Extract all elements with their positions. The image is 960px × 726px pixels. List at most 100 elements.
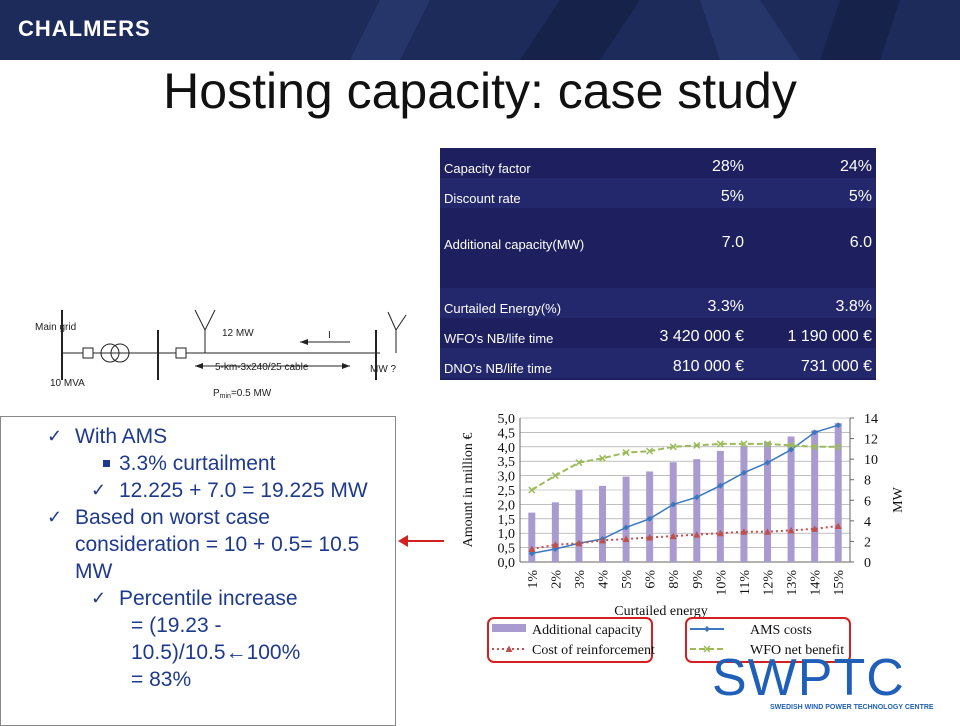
x-tick-label: 3% bbox=[573, 570, 588, 589]
line-marker bbox=[717, 482, 724, 489]
x-axis-label: Curtailed energy bbox=[614, 604, 707, 619]
y2-tick-label: 12 bbox=[864, 433, 878, 448]
network-diagram: Main grid 10 MVA 12 MW I 5-km-3x240/25 c… bbox=[35, 309, 407, 400]
pmin-p: P bbox=[213, 388, 220, 399]
table-cell: Curtailed Energy(%) bbox=[444, 301, 562, 316]
table-cell: 3 420 000 € bbox=[659, 328, 744, 345]
table-cell: 6.0 bbox=[849, 234, 872, 251]
line-marker bbox=[787, 441, 795, 449]
x-tick-label: 12% bbox=[762, 570, 777, 596]
bullet: 3.3% curtailment bbox=[11, 450, 395, 477]
x-tick-label: 15% bbox=[832, 570, 847, 596]
line-marker bbox=[693, 441, 701, 449]
y-tick-label: 1,0 bbox=[498, 527, 516, 542]
y-tick-label: 2,0 bbox=[498, 498, 516, 513]
line-marker bbox=[716, 440, 724, 448]
y2-tick-label: 10 bbox=[864, 453, 878, 468]
line-marker bbox=[693, 531, 701, 538]
legend-label: AMS costs bbox=[750, 623, 812, 638]
x-tick-label: 2% bbox=[549, 570, 564, 589]
x-tick-label: 10% bbox=[714, 570, 729, 596]
line-marker bbox=[528, 486, 536, 494]
diagram-label: 10 MVA bbox=[50, 378, 85, 389]
bullet: 12.225 + 7.0 = 19.225 MW bbox=[11, 477, 395, 504]
line-marker bbox=[740, 528, 748, 535]
pmin-sub: min bbox=[220, 393, 231, 400]
y2-tick-label: 14 bbox=[864, 412, 878, 427]
x-tick-label: 11% bbox=[738, 570, 753, 595]
line-marker bbox=[811, 443, 819, 451]
line-marker bbox=[740, 440, 748, 448]
line-marker bbox=[646, 447, 654, 455]
y-tick-label: 4,0 bbox=[498, 441, 516, 456]
line-marker bbox=[811, 525, 819, 532]
y-tick-label: 2,5 bbox=[498, 484, 516, 499]
x-tick-label: 13% bbox=[785, 570, 800, 596]
legend-label: WFO net benefit bbox=[750, 643, 844, 658]
chart: Amount in million € MW Curtailed energy … bbox=[461, 412, 906, 663]
x-tick-label: 8% bbox=[667, 570, 682, 589]
line-marker bbox=[575, 539, 583, 547]
table-cell: 1 190 000 € bbox=[787, 328, 872, 345]
y-tick-label: 5,0 bbox=[498, 412, 516, 427]
x-tick-label: 4% bbox=[597, 570, 612, 589]
line bbox=[531, 525, 839, 551]
bar bbox=[693, 459, 701, 562]
x-tick-label: 14% bbox=[809, 570, 824, 596]
x-tick-label: 9% bbox=[691, 570, 706, 589]
table-cell: Discount rate bbox=[444, 191, 521, 206]
line-marker bbox=[669, 532, 677, 540]
bar bbox=[622, 476, 630, 562]
line-marker bbox=[528, 545, 536, 553]
y2-tick-label: 4 bbox=[864, 515, 871, 530]
table-cell: 810 000 € bbox=[672, 358, 744, 375]
legend-label: Cost of reinforcement bbox=[532, 643, 655, 658]
y-tick-label: 1,5 bbox=[498, 513, 516, 528]
x-tick-label: 1% bbox=[526, 570, 541, 589]
table-cell: 731 000 € bbox=[800, 358, 872, 375]
bar bbox=[740, 445, 748, 562]
line-marker bbox=[669, 443, 677, 451]
line-marker bbox=[528, 550, 535, 557]
line-marker bbox=[834, 522, 842, 529]
line-marker bbox=[646, 515, 653, 522]
line-marker bbox=[551, 541, 559, 548]
diagram-label: I bbox=[328, 330, 331, 341]
y2-axis-label: MW bbox=[891, 486, 906, 512]
line-marker bbox=[788, 446, 795, 453]
line-marker bbox=[670, 501, 677, 508]
y-tick-label: 3,0 bbox=[498, 470, 516, 485]
table-row: Discount rate 5% 5% bbox=[440, 178, 876, 208]
y-tick-label: 4,5 bbox=[498, 426, 516, 441]
line-marker bbox=[599, 536, 606, 544]
table-cell: 5% bbox=[720, 188, 744, 205]
top-bar bbox=[0, 0, 960, 60]
bar bbox=[811, 430, 819, 562]
bullet: Percentile increase bbox=[11, 585, 395, 612]
y-tick-label: 0,5 bbox=[498, 542, 516, 557]
line-marker bbox=[598, 454, 607, 462]
table-cell: 5% bbox=[848, 188, 872, 205]
table-cell: Additional capacity(MW) bbox=[444, 237, 585, 252]
diagram-label: Pmin=0.5 MW bbox=[213, 388, 272, 400]
table-cell: 28% bbox=[711, 158, 744, 175]
footer-logo: SWPTC bbox=[712, 649, 905, 707]
bullet: = (19.23 - 10.5)/10.5←100% bbox=[131, 614, 301, 664]
y2-tick-label: 2 bbox=[864, 535, 871, 550]
y-tick-label: 0,0 bbox=[498, 556, 516, 571]
bar bbox=[599, 485, 606, 562]
line-marker bbox=[551, 472, 559, 480]
line bbox=[531, 442, 839, 491]
legend-label: Additional capacity bbox=[532, 623, 642, 638]
legend-swatch bbox=[492, 624, 526, 632]
table-cell: WFO's NB/life time bbox=[444, 331, 554, 346]
arrow bbox=[398, 535, 444, 547]
y2-tick-label: 0 bbox=[864, 556, 871, 571]
line-marker bbox=[764, 528, 771, 535]
table-cell: 7.0 bbox=[721, 234, 744, 251]
logo: CHALMERS bbox=[18, 16, 151, 41]
table-row: DNO's NB/life time 810 000 € 731 000 € bbox=[440, 348, 876, 378]
table-cell: 3.8% bbox=[835, 298, 872, 315]
diagram-label: Main grid bbox=[35, 322, 76, 333]
